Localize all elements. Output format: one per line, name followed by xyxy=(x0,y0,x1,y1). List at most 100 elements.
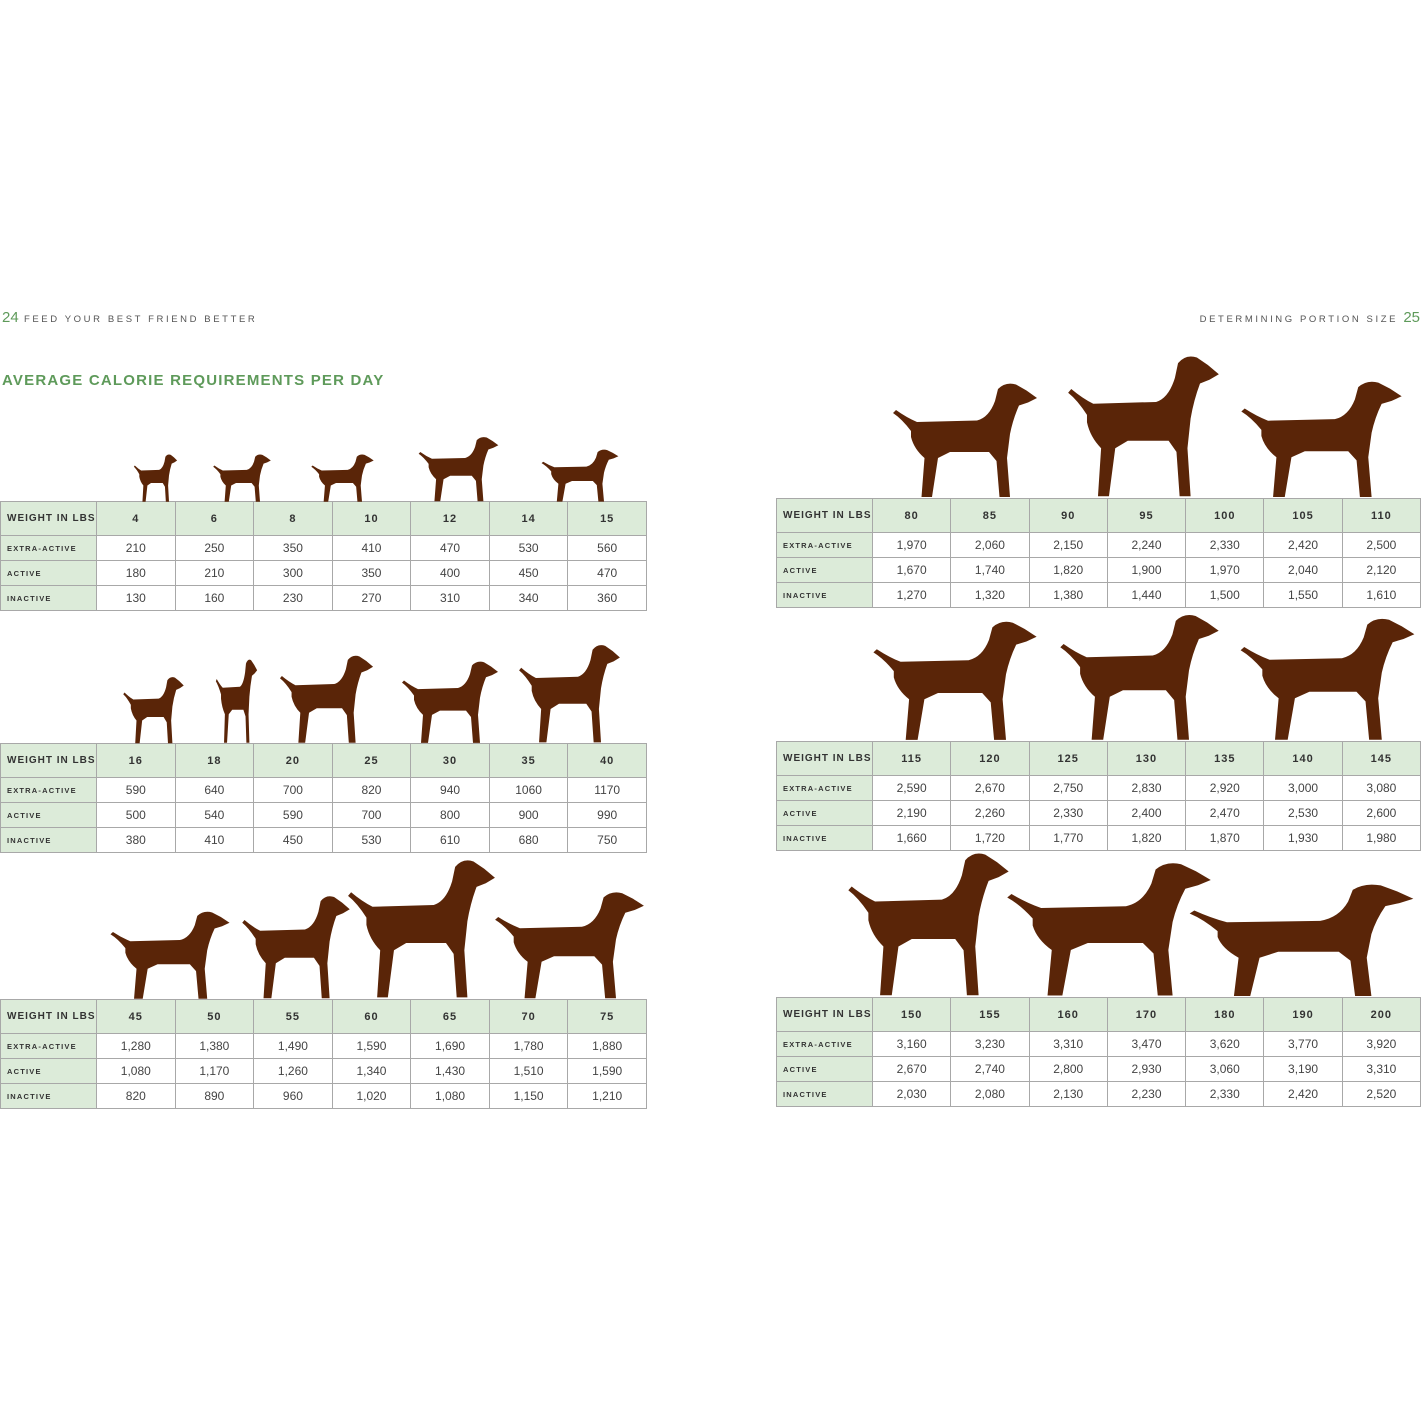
calorie-cell: 2,230 xyxy=(1106,1081,1187,1107)
page-number-left: 24 xyxy=(2,309,19,326)
calorie-cell: 380 xyxy=(96,827,176,853)
weight-cell: 10 xyxy=(331,501,412,536)
dog-silhouette-icon xyxy=(1240,618,1415,740)
dog-silhouette-icon xyxy=(133,454,178,502)
row-extra-active-label: EXTRA-ACTIVE xyxy=(0,535,97,561)
dog-silhouette-icon xyxy=(242,896,350,999)
calorie-cell: 3,310 xyxy=(1341,1056,1422,1082)
calorie-cell: 1,260 xyxy=(253,1058,333,1084)
row-active: ACTIVE 2,670 2,740 2,800 2,930 3,060 3,190 3,31… xyxy=(776,1056,1422,1082)
calorie-cell: 1,970 xyxy=(871,532,952,558)
row-extra-active-label: EXTRA-ACTIVE xyxy=(776,775,873,801)
weight-cell: 18 xyxy=(174,743,255,778)
calorie-cell: 700 xyxy=(331,802,412,828)
calorie-cell: 560 xyxy=(567,535,647,561)
weight-cell: 30 xyxy=(410,743,490,778)
calorie-cell: 1,380 xyxy=(174,1033,255,1059)
calorie-cell: 410 xyxy=(174,827,255,853)
calorie-cell: 2,670 xyxy=(950,775,1030,801)
row-inactive: INACTIVE 1,660 1,720 1,770 1,820 1,870 1,930 1,… xyxy=(776,825,1422,851)
calorie-cell: 2,030 xyxy=(871,1081,952,1107)
dog-silhouette-icon xyxy=(1007,863,1211,996)
weight-cell: 150 xyxy=(871,997,952,1032)
weight-cell: 160 xyxy=(1028,997,1108,1032)
calorie-cell: 1,820 xyxy=(1106,825,1187,851)
calorie-cell: 1,980 xyxy=(1341,825,1422,851)
calorie-cell: 610 xyxy=(410,827,490,853)
calorie-cell: 210 xyxy=(174,560,255,586)
row-extra-active: EXTRA-ACTIVE 1,970 2,060 2,150 2,240 2,330 2,4… xyxy=(776,532,1422,558)
calorie-cell: 360 xyxy=(567,585,647,611)
dog-silhouette-icon xyxy=(123,677,184,744)
row-active-label: ACTIVE xyxy=(0,1058,97,1084)
calorie-cell: 1,440 xyxy=(1106,582,1187,608)
weight-cell: 125 xyxy=(1028,741,1108,776)
calorie-cell: 1,880 xyxy=(567,1033,647,1059)
calorie-cell: 2,330 xyxy=(1185,1081,1265,1107)
dog-silhouette-icon xyxy=(1189,884,1414,997)
weight-cell: 100 xyxy=(1185,498,1265,533)
calorie-cell: 2,500 xyxy=(1341,532,1422,558)
calorie-cell: 470 xyxy=(567,560,647,586)
calorie-cell: 1,080 xyxy=(96,1058,176,1084)
calorie-cell: 2,130 xyxy=(1028,1081,1108,1107)
page-number-right: 25 xyxy=(1403,309,1420,326)
calorie-cell: 2,520 xyxy=(1341,1081,1422,1107)
calorie-cell: 3,000 xyxy=(1263,775,1343,801)
calorie-cell: 2,800 xyxy=(1028,1056,1108,1082)
weight-cell: 45 xyxy=(96,999,176,1034)
calorie-cell: 1,510 xyxy=(488,1058,569,1084)
calorie-cell: 1,660 xyxy=(871,825,952,851)
calorie-table: WEIGHT IN LBS 16 18 20 25 30 35 40 EXTRA-ACTIVE 5… xyxy=(0,743,647,853)
row-active: ACTIVE 1,670 1,740 1,820 1,900 1,970 2,040 2,12… xyxy=(776,557,1422,583)
calorie-cell: 1,780 xyxy=(488,1033,569,1059)
calorie-cell: 1,930 xyxy=(1263,825,1343,851)
row-inactive-label: INACTIVE xyxy=(776,1081,873,1107)
row-extra-active-label: EXTRA-ACTIVE xyxy=(0,777,97,803)
calorie-cell: 3,060 xyxy=(1185,1056,1265,1082)
calorie-cell: 1,210 xyxy=(567,1083,647,1109)
calorie-cell: 1,340 xyxy=(331,1058,412,1084)
dog-silhouette-icon xyxy=(279,655,374,743)
dog-silhouette-icon xyxy=(1241,381,1402,497)
calorie-cell: 2,920 xyxy=(1185,775,1265,801)
weight-label: WEIGHT IN LBS xyxy=(0,743,97,778)
calorie-cell: 2,830 xyxy=(1106,775,1187,801)
calorie-cell: 450 xyxy=(253,827,333,853)
weight-cell: 80 xyxy=(871,498,952,533)
dog-silhouette-icon xyxy=(311,454,374,502)
calorie-cell: 2,930 xyxy=(1106,1056,1187,1082)
row-extra-active: EXTRA-ACTIVE 210 250 350 410 470 530 560 xyxy=(0,535,647,561)
weight-label: WEIGHT IN LBS xyxy=(776,498,873,533)
calorie-cell: 1,720 xyxy=(950,825,1030,851)
dog-silhouette-icon xyxy=(893,383,1037,497)
weight-label: WEIGHT IN LBS xyxy=(0,501,97,536)
weight-label: WEIGHT IN LBS xyxy=(776,997,873,1032)
weight-cell: 6 xyxy=(174,501,255,536)
calorie-cell: 2,080 xyxy=(950,1081,1030,1107)
row-active: ACTIVE 500 540 590 700 800 900 990 xyxy=(0,802,647,828)
calorie-cell: 1,270 xyxy=(871,582,952,608)
calorie-cell: 1,280 xyxy=(96,1033,176,1059)
row-extra-active: EXTRA-ACTIVE 2,590 2,670 2,750 2,830 2,920 3,0… xyxy=(776,775,1422,801)
weight-cell: 120 xyxy=(950,741,1030,776)
weight-cell: 110 xyxy=(1341,498,1422,533)
row-active-label: ACTIVE xyxy=(0,802,97,828)
weight-cell: 50 xyxy=(174,999,255,1034)
calorie-cell: 3,080 xyxy=(1341,775,1422,801)
calorie-cell: 400 xyxy=(410,560,490,586)
calorie-cell: 1,820 xyxy=(1028,557,1108,583)
weight-cell: 65 xyxy=(410,999,490,1034)
calorie-cell: 2,120 xyxy=(1341,557,1422,583)
calorie-cell: 250 xyxy=(174,535,255,561)
calorie-cell: 2,240 xyxy=(1106,532,1187,558)
calorie-cell: 1,170 xyxy=(174,1058,255,1084)
calorie-cell: 1,900 xyxy=(1106,557,1187,583)
calorie-cell: 1,430 xyxy=(410,1058,490,1084)
calorie-cell: 210 xyxy=(96,535,176,561)
calorie-cell: 750 xyxy=(567,827,647,853)
right-running-head: DETERMINING PORTION SIZE 25 xyxy=(1200,309,1420,326)
calorie-cell: 1,380 xyxy=(1028,582,1108,608)
calorie-cell: 3,770 xyxy=(1263,1031,1343,1057)
calorie-cell: 1,670 xyxy=(871,557,952,583)
